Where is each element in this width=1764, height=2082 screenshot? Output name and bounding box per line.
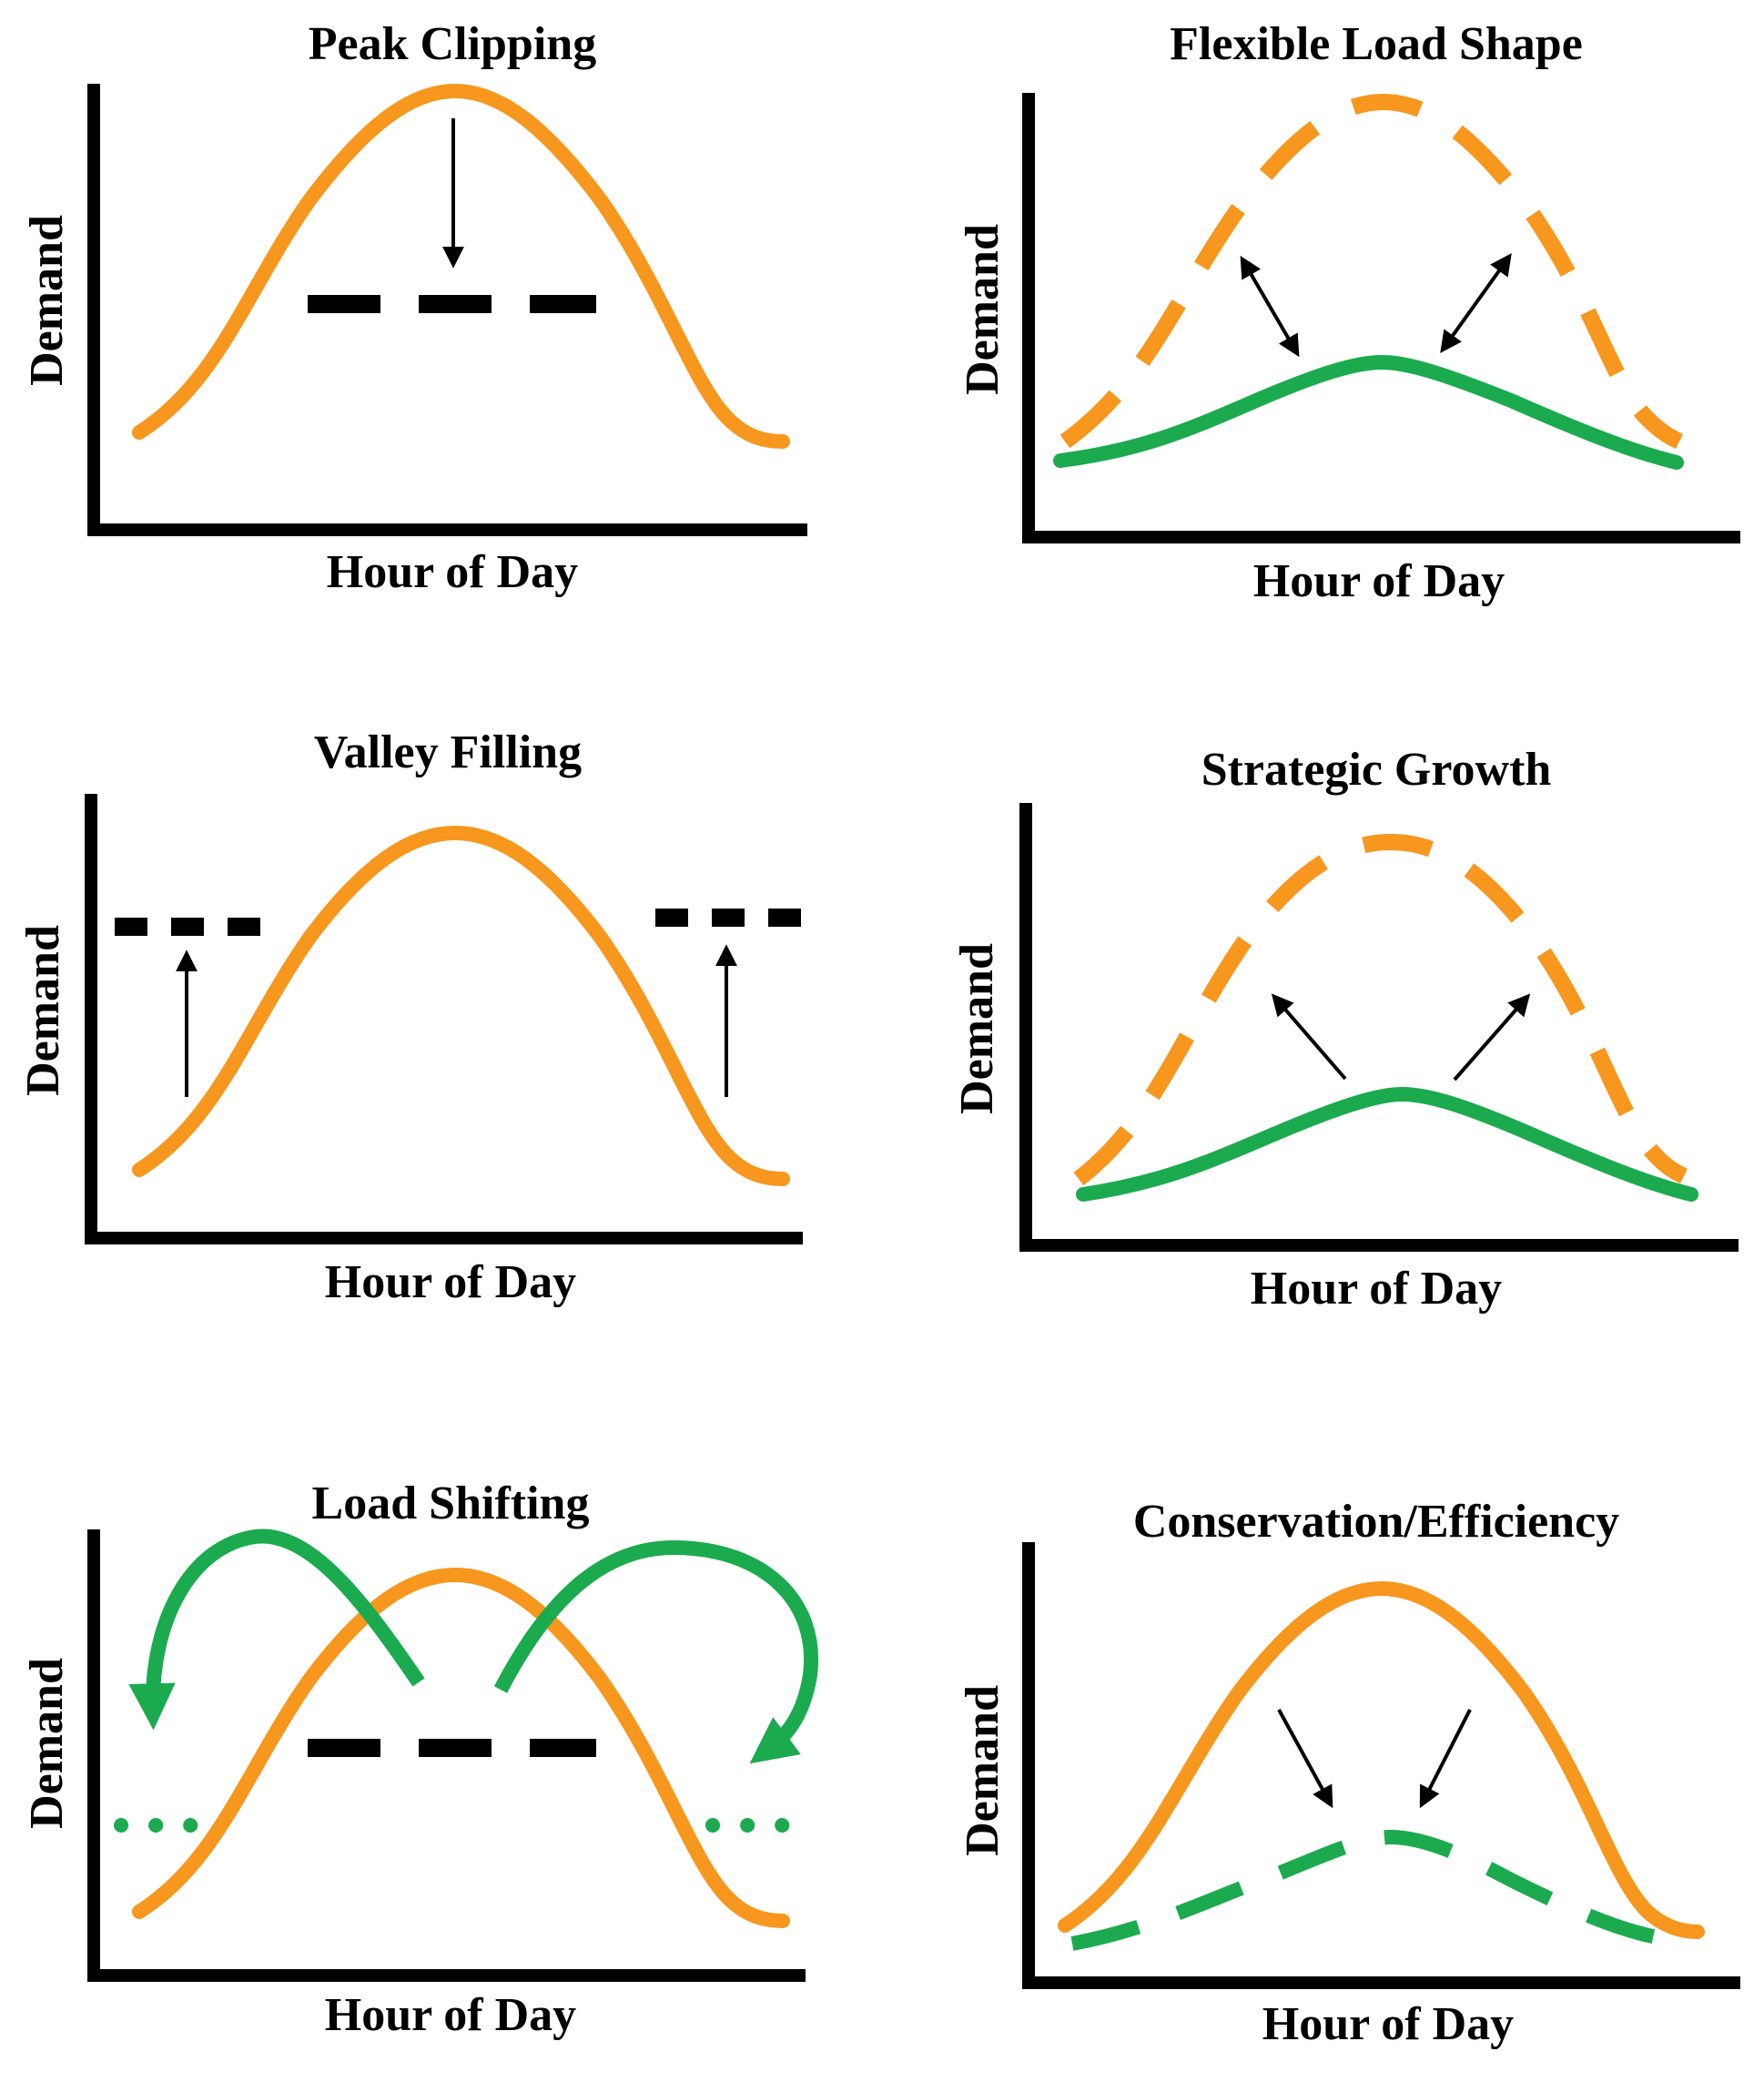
double-arrow-left	[1240, 255, 1300, 358]
panel-strategic-growth: Strategic Growth Demand Hour of Day	[951, 744, 1739, 1315]
growth-arrow-left	[1271, 993, 1347, 1081]
shift-arrow-left	[128, 1528, 425, 1731]
reduced-curve-dashed	[1070, 1829, 1658, 1951]
shift-arrow-right	[493, 1539, 819, 1764]
x-axis-label: Hour of Day	[327, 546, 578, 598]
base-curve	[1076, 1086, 1698, 1202]
growth-arrow-right	[1453, 993, 1531, 1082]
y-axis-label: Demand	[21, 215, 73, 386]
y-axis-label: Demand	[957, 224, 1009, 395]
axes	[85, 794, 803, 1244]
panel-title: Valley Filling	[314, 726, 582, 778]
y-axis-label: Demand	[17, 925, 69, 1096]
panel-load-shifting: Load Shifting Demand Hour of Day	[21, 1478, 819, 2041]
panel-title: Conservation/Efficiency	[1133, 1496, 1619, 1548]
axes	[87, 1529, 806, 1982]
panel-valley-filling: Valley Filling Demand Hour of Day	[17, 726, 803, 1308]
panel-title: Strategic Growth	[1201, 744, 1552, 796]
flexible-curve-dashed	[1059, 93, 1684, 450]
y-axis-label: Demand	[957, 1685, 1009, 1856]
axes	[1022, 1542, 1740, 1989]
x-axis-label: Hour of Day	[325, 1989, 576, 2041]
y-axis-label: Demand	[21, 1658, 73, 1829]
panel-flexible-load-shape: Flexible Load Shape Demand Hour of Day	[957, 18, 1740, 607]
base-curve	[1053, 354, 1684, 470]
panel-title: Load Shifting	[312, 1478, 590, 1529]
load-curve	[132, 825, 790, 1186]
load-curve	[1058, 1580, 1705, 1939]
axes	[87, 84, 807, 536]
x-axis-label: Hour of Day	[325, 1256, 576, 1308]
panel-title: Peak Clipping	[309, 18, 596, 70]
y-axis-label: Demand	[951, 943, 1003, 1114]
x-axis-label: Hour of Day	[1251, 1263, 1502, 1315]
double-arrow-right	[1440, 253, 1512, 353]
reduce-arrow-right	[1419, 1709, 1472, 1809]
reduce-arrow-left	[1277, 1709, 1333, 1809]
panel-title: Flexible Load Shape	[1170, 18, 1583, 70]
growth-curve-dashed	[1073, 833, 1688, 1186]
load-curve	[132, 83, 790, 449]
x-axis-label: Hour of Day	[1262, 1998, 1514, 2050]
axes	[1022, 93, 1740, 543]
panel-peak-clipping: Peak Clipping Demand Hour of Day	[21, 18, 807, 598]
panel-conservation-efficiency: Conservation/Efficiency Demand Hour of D…	[957, 1496, 1740, 2050]
axes	[1019, 803, 1739, 1252]
x-axis-label: Hour of Day	[1253, 555, 1505, 607]
load-curve	[132, 1567, 790, 1928]
